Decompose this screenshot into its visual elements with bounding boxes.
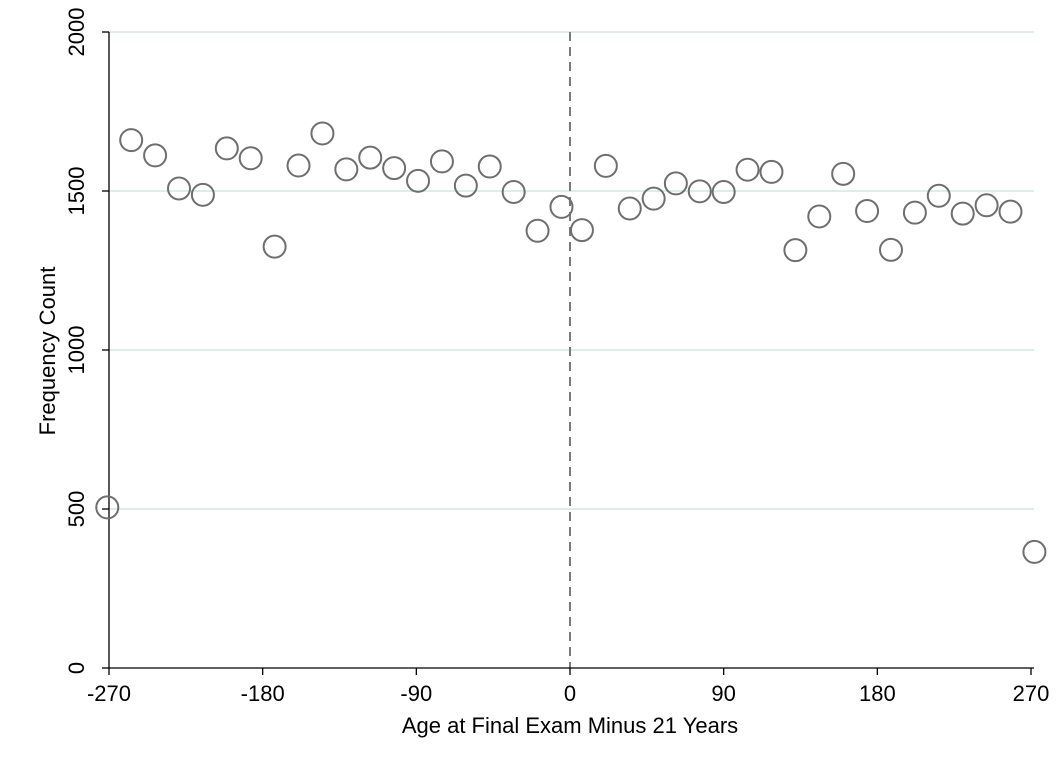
data-point xyxy=(593,153,618,178)
data-point xyxy=(501,179,526,204)
data-point xyxy=(831,161,856,186)
x-tick-label: -90 xyxy=(400,681,432,706)
data-point xyxy=(525,218,550,243)
data-point xyxy=(286,153,311,178)
data-point xyxy=(214,136,239,161)
data-point xyxy=(119,128,144,153)
data-point xyxy=(143,143,168,168)
data-point xyxy=(617,196,642,221)
data-point xyxy=(855,199,880,224)
data-point xyxy=(1022,539,1047,564)
x-tick-label: -270 xyxy=(87,681,131,706)
x-tick-label: 90 xyxy=(711,681,735,706)
data-point xyxy=(238,146,263,171)
x-tick-label: -180 xyxy=(241,681,285,706)
y-tick-label: 500 xyxy=(64,491,89,528)
x-tick-label: 180 xyxy=(859,681,896,706)
data-point xyxy=(807,204,832,229)
data-point xyxy=(382,156,407,181)
data-point xyxy=(641,186,666,211)
data-point xyxy=(167,176,192,201)
data-point xyxy=(569,218,594,243)
data-point xyxy=(687,179,712,204)
data-point xyxy=(759,159,784,184)
data-points xyxy=(95,121,1047,564)
data-point xyxy=(998,199,1023,224)
y-tick-label: 2000 xyxy=(64,8,89,57)
data-point xyxy=(190,182,215,207)
data-point xyxy=(334,157,359,182)
grid-lines xyxy=(109,31,1034,510)
data-point xyxy=(735,157,760,182)
y-tick-label: 0 xyxy=(64,662,89,674)
data-point xyxy=(453,173,478,198)
axes: 0 500 1000 1500 2000 -270 -180 -90 0 90 180 270 xyxy=(64,8,1049,706)
x-axis-label: Age at Final Exam Minus 21 Years xyxy=(402,713,738,738)
data-point xyxy=(878,237,903,262)
data-point xyxy=(926,183,951,208)
x-tick-label: 0 xyxy=(564,681,576,706)
data-point xyxy=(262,234,287,259)
y-tick-label: 1500 xyxy=(64,167,89,216)
data-point xyxy=(974,193,999,218)
data-point xyxy=(310,121,335,146)
y-axis-label: Frequency Count xyxy=(35,267,60,436)
data-point xyxy=(477,154,502,179)
data-point xyxy=(711,179,736,204)
data-point xyxy=(783,238,808,263)
data-point xyxy=(902,200,927,225)
data-point xyxy=(406,168,431,193)
x-tick-label: 270 xyxy=(1013,681,1050,706)
data-point xyxy=(358,145,383,170)
data-point xyxy=(950,201,975,226)
y-tick-label: 1000 xyxy=(64,326,89,375)
data-point xyxy=(429,149,454,174)
data-point xyxy=(663,171,688,196)
data-point xyxy=(95,495,120,520)
data-point xyxy=(549,194,574,219)
